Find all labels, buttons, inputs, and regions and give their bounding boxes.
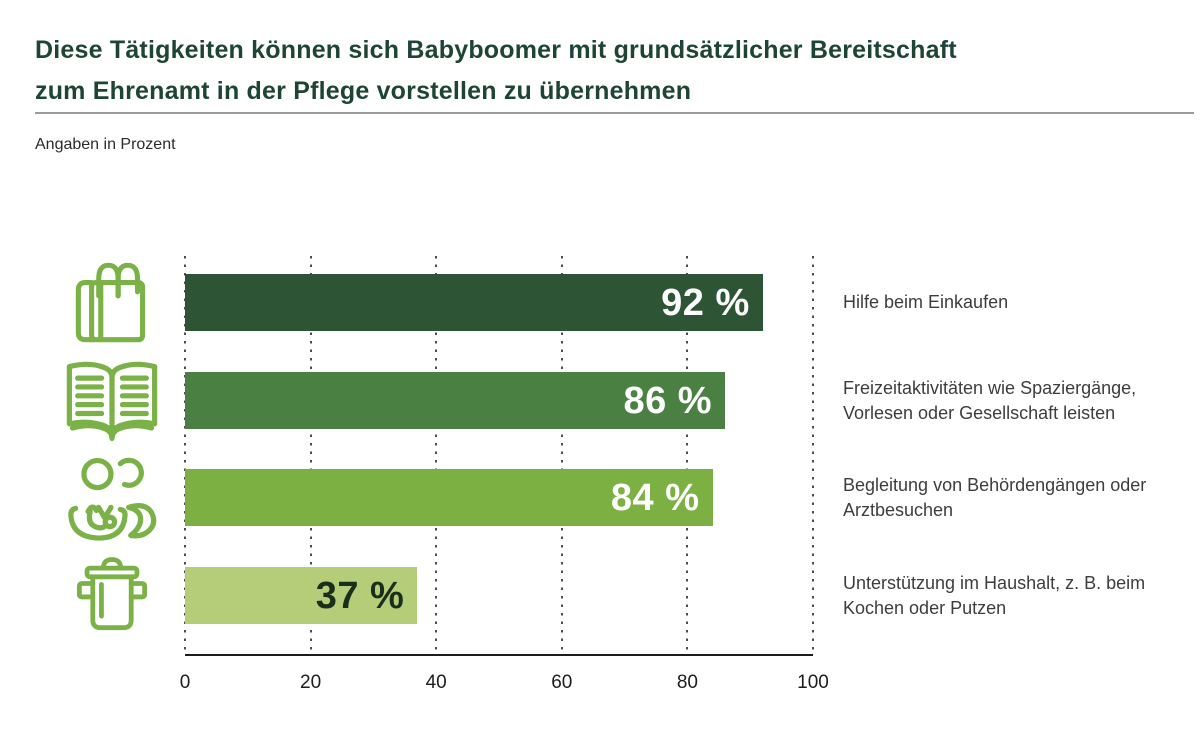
chart-title: Diese Tätigkeiten können sich Babyboomer… [35, 30, 1075, 112]
bar-category-label: Begleitung von Behördengängen oder Arztb… [843, 474, 1147, 520]
doctor-patient-icon [56, 445, 168, 551]
x-tick-label-60: 60 [551, 672, 573, 693]
chart-subtitle: Angaben in Prozent [35, 136, 176, 153]
open-book-icon [56, 348, 168, 454]
bar-category-label: Unterstützung im Haushalt, z. B. beim Ko… [843, 572, 1146, 618]
gridline-100 [812, 256, 814, 654]
chart-title-line1: Diese Tätigkeiten können sich Babyboomer… [35, 36, 957, 64]
x-tick-label-100: 100 [797, 672, 829, 693]
bar: 86 % [185, 372, 726, 429]
bar-category-label: Freizeitaktivitäten wie Spaziergänge, Vo… [843, 377, 1137, 423]
gridline-60 [560, 256, 563, 654]
gridline-40 [435, 256, 438, 654]
x-tick-label-20: 20 [300, 672, 322, 693]
gridline-20 [309, 256, 312, 654]
title-divider [35, 112, 1194, 114]
x-tick-label-0: 0 [179, 672, 191, 693]
x-tick-label-80: 80 [676, 672, 698, 693]
bar-value-label: 86 % [623, 379, 713, 422]
bar: 37 % [185, 567, 418, 624]
bar-value-label: 37 % [315, 574, 405, 617]
bar: 92 % [185, 274, 763, 331]
chart-title-line2: zum Ehrenamt in der Pflege vorstellen zu… [35, 77, 692, 105]
gridline-0 [184, 256, 186, 654]
bar-value-label: 84 % [610, 476, 700, 519]
plot-area [184, 256, 814, 656]
bar-value-label: 92 % [661, 281, 750, 324]
shopping-bags-icon [56, 250, 168, 356]
x-tick-label-40: 40 [425, 672, 447, 693]
bar: 84 % [185, 469, 713, 526]
bar-category-label: Hilfe beim Einkaufen [843, 292, 1009, 312]
gridline-80 [686, 256, 689, 654]
cooking-pot-icon [56, 543, 168, 649]
